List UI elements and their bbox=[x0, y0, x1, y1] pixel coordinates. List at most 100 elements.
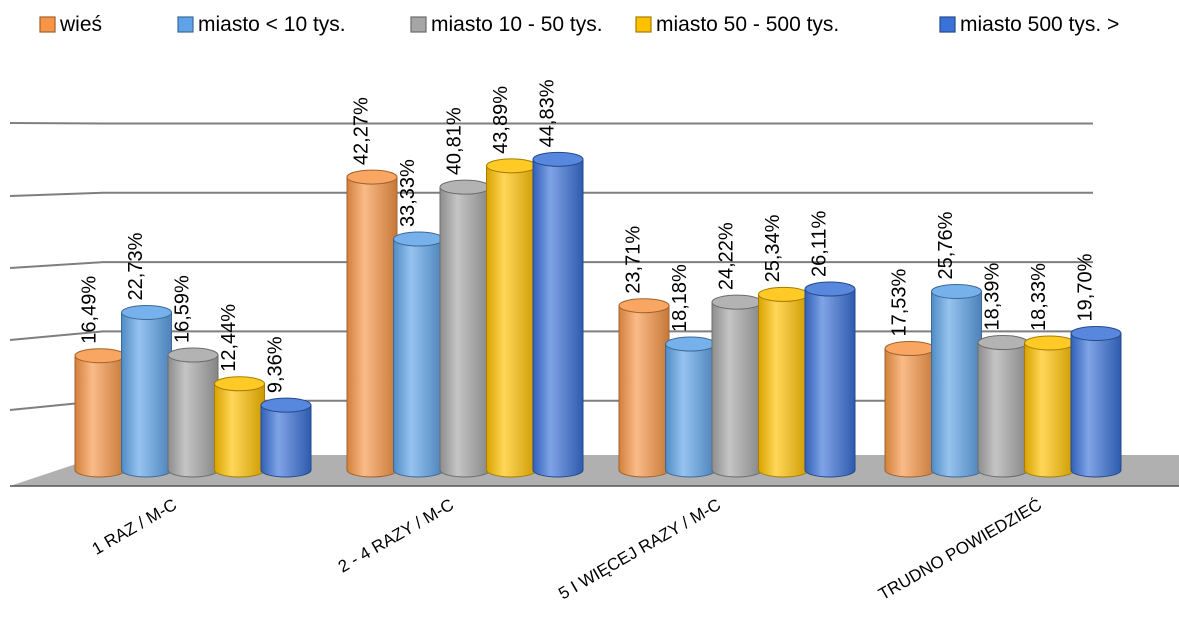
data-label: 24,22% bbox=[715, 222, 737, 290]
bar-body bbox=[214, 383, 265, 478]
legend-label: miasto 50 - 500 tys. bbox=[656, 13, 839, 36]
bar-top bbox=[167, 347, 219, 363]
bar-top bbox=[532, 151, 584, 167]
legend-label: miasto 500 tys. > bbox=[960, 13, 1119, 36]
legend-item: miasto 500 tys. > bbox=[939, 13, 1119, 36]
data-label: 18,39% bbox=[981, 263, 1003, 331]
bar-top bbox=[711, 294, 763, 310]
data-label: 26,11% bbox=[808, 210, 830, 277]
legend-swatch bbox=[410, 16, 427, 33]
bar bbox=[1024, 335, 1075, 478]
bar bbox=[74, 348, 126, 478]
data-label: 25,76% bbox=[935, 211, 957, 279]
data-label: 16,59% bbox=[171, 275, 193, 343]
gridline bbox=[9, 191, 1093, 197]
bar-top bbox=[486, 158, 537, 174]
bar-top bbox=[665, 336, 716, 352]
bar-body bbox=[260, 404, 312, 478]
bar-top bbox=[1024, 335, 1075, 351]
data-label: 43,89% bbox=[490, 86, 512, 154]
legend-item: miasto 10 - 50 tys. bbox=[410, 13, 603, 36]
bar bbox=[618, 298, 670, 478]
bars bbox=[74, 151, 1122, 478]
bar-top bbox=[260, 397, 312, 413]
bar-top bbox=[618, 298, 670, 314]
bar-body bbox=[618, 305, 670, 478]
legend-item: miasto < 10 tys. bbox=[177, 13, 346, 36]
bar bbox=[1070, 325, 1122, 478]
legend-item: miasto 50 - 500 tys. bbox=[635, 13, 839, 36]
bar bbox=[532, 151, 584, 478]
bar-top bbox=[74, 348, 126, 364]
bar-body bbox=[486, 165, 537, 478]
data-label: 25,34% bbox=[762, 214, 784, 282]
data-label: 33,33% bbox=[397, 159, 419, 227]
bar-body bbox=[977, 342, 1029, 478]
bar-body bbox=[439, 186, 491, 478]
data-label: 18,18% bbox=[669, 264, 691, 332]
data-label: 40,81% bbox=[443, 107, 465, 175]
legend-swatch bbox=[635, 16, 652, 33]
bar-body bbox=[346, 176, 398, 478]
data-label: 12,44% bbox=[218, 304, 240, 372]
bar-body bbox=[884, 348, 936, 478]
bar-top bbox=[214, 376, 265, 392]
bar-body bbox=[665, 343, 716, 478]
data-label: 18,33% bbox=[1028, 263, 1050, 331]
data-label: 19,70% bbox=[1074, 253, 1096, 321]
bar-body bbox=[758, 293, 809, 478]
legend-label: miasto 10 - 50 tys. bbox=[431, 13, 603, 36]
data-label: 9,36% bbox=[264, 336, 286, 393]
category-label: 2 - 4 RAZY / M-C bbox=[335, 495, 457, 576]
data-label: 42,27% bbox=[350, 97, 372, 165]
data-label: 16,49% bbox=[78, 276, 100, 344]
category-label: TRUDNO POWIEDZIEĆ bbox=[875, 495, 1045, 604]
bar-top bbox=[1070, 325, 1122, 341]
bar-top bbox=[884, 341, 936, 357]
legend-swatch bbox=[177, 16, 194, 33]
bar-body bbox=[167, 354, 219, 478]
data-label: 23,71% bbox=[622, 226, 644, 294]
category-label: 1 RAZ / M-C bbox=[89, 495, 180, 559]
bar bbox=[214, 376, 265, 478]
bar-body bbox=[931, 290, 982, 478]
bar-top bbox=[977, 335, 1029, 351]
data-label: 17,53% bbox=[888, 268, 910, 336]
legend-swatch bbox=[939, 16, 956, 33]
bar bbox=[167, 347, 219, 478]
bar bbox=[711, 294, 763, 478]
bar-body bbox=[393, 238, 444, 478]
gridline bbox=[9, 122, 1093, 125]
bar bbox=[439, 179, 491, 478]
bar bbox=[486, 158, 537, 478]
category-label: 5 I WIĘCEJ RAZY / M-C bbox=[555, 495, 724, 603]
value-labels: 16,49% 22,73% 16,59% 12,44% 9,36% 42,27% 33,33… bbox=[78, 79, 1096, 393]
bar-top bbox=[758, 286, 809, 302]
bar-body bbox=[1070, 332, 1122, 478]
bar bbox=[884, 341, 936, 478]
bar bbox=[393, 231, 444, 478]
category-labels: 1 RAZ / M-C 2 - 4 RAZY / M-C 5 I WIĘCEJ RA… bbox=[89, 495, 1045, 604]
gridline bbox=[9, 261, 1093, 269]
legend-label: wieś bbox=[59, 13, 102, 36]
data-label: 22,73% bbox=[125, 232, 147, 300]
bar-top bbox=[393, 231, 444, 247]
bar-top bbox=[121, 304, 172, 320]
bar bbox=[346, 169, 398, 478]
data-label: 44,83% bbox=[536, 79, 558, 147]
bar-body bbox=[532, 158, 584, 478]
legend-label: miasto < 10 tys. bbox=[198, 13, 346, 36]
bar bbox=[931, 283, 982, 478]
bar-top bbox=[931, 283, 982, 299]
bar-body bbox=[121, 311, 172, 478]
bar bbox=[977, 335, 1029, 478]
bar-top bbox=[804, 281, 856, 297]
bar bbox=[665, 336, 716, 478]
legend-item: wieś bbox=[39, 13, 102, 36]
legend-swatch bbox=[39, 16, 56, 33]
bar bbox=[758, 286, 809, 478]
bar bbox=[121, 304, 172, 478]
bar bbox=[260, 397, 312, 478]
